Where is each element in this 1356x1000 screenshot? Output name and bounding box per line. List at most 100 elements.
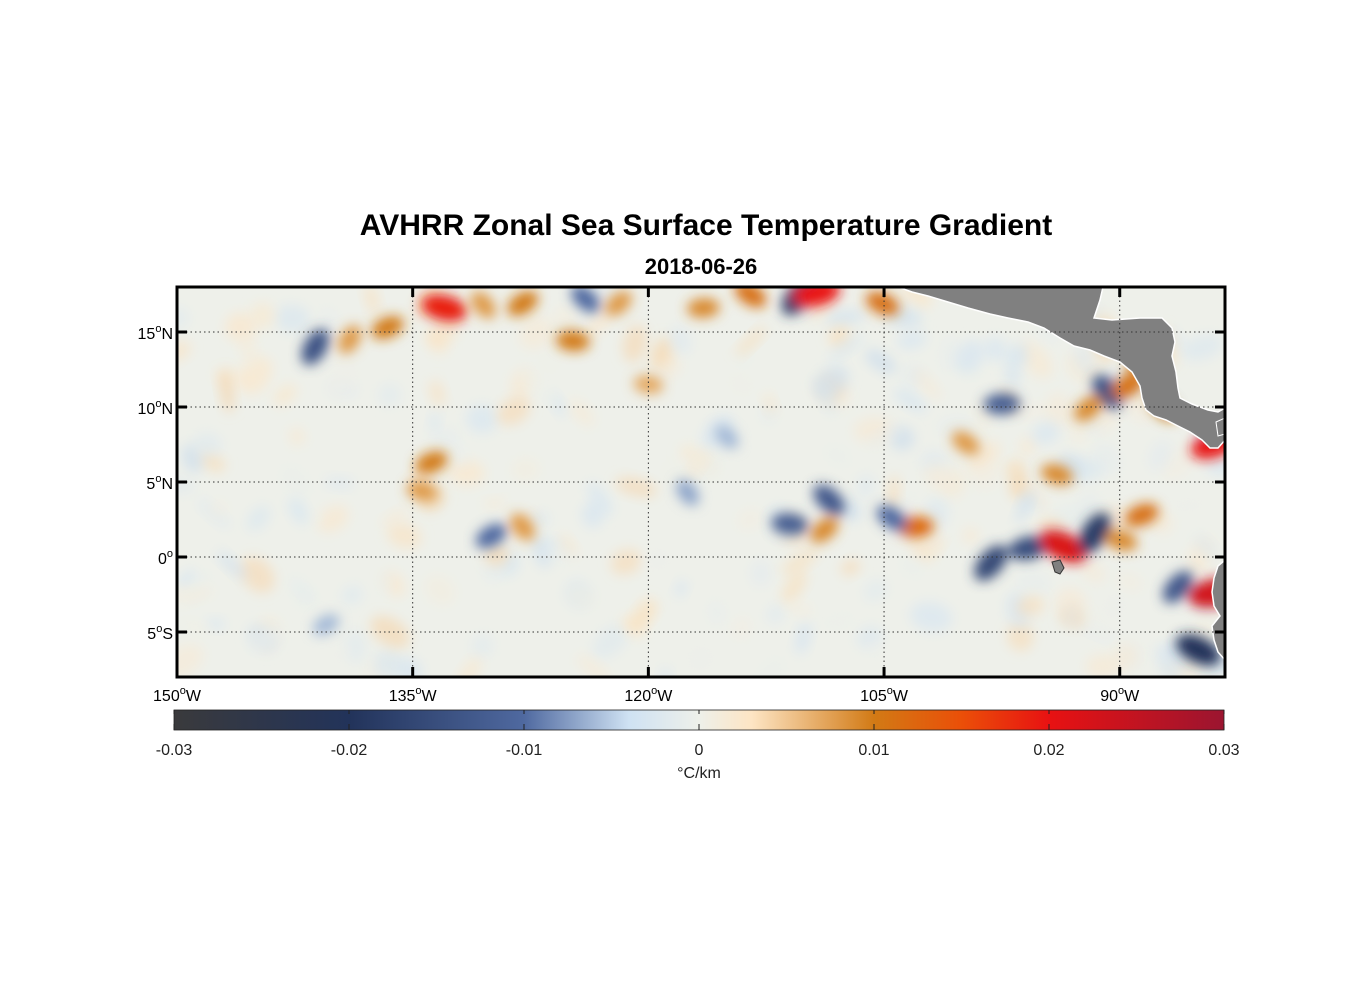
gradient-feature: [865, 291, 900, 316]
field-texture-blob: [326, 361, 359, 398]
gradient-feature: [415, 451, 448, 474]
field-texture-blob: [661, 455, 685, 489]
field-texture-blob: [863, 579, 888, 602]
field-texture-blob: [736, 508, 764, 531]
gradient-feature: [813, 484, 845, 516]
lon-tick-label: 150oW: [153, 685, 202, 705]
field-texture-blob: [380, 508, 410, 527]
field-texture-blob: [576, 654, 611, 677]
gradient-feature: [406, 481, 438, 501]
field-texture-blob: [749, 560, 772, 587]
gradient-feature: [313, 614, 340, 635]
field-texture-blob: [1073, 344, 1095, 376]
field-texture-blob: [1038, 517, 1065, 535]
field-texture-blob: [1015, 570, 1051, 595]
field-texture-blob: [629, 599, 658, 631]
field-texture-blob: [781, 569, 808, 604]
field-texture-blob: [1081, 604, 1114, 640]
field-texture-blob: [471, 633, 494, 658]
gradient-feature: [1078, 512, 1111, 554]
colorbar-tick-label: -0.03: [156, 742, 193, 759]
colorbar-tick-label: 0: [695, 742, 704, 759]
gradient-feature: [301, 328, 330, 366]
gradient-feature: [605, 291, 632, 316]
field-texture-blob: [592, 624, 629, 659]
field-texture-blob: [341, 585, 363, 605]
chart-subtitle: 2018-06-26: [645, 254, 758, 279]
field-texture-blob: [280, 465, 311, 498]
field-texture-blob: [1206, 455, 1225, 477]
field-texture-blob: [1004, 368, 1021, 386]
field-texture-blob: [217, 551, 248, 580]
field-texture-blob: [377, 383, 402, 407]
field-texture-blob: [766, 604, 785, 624]
gradient-feature: [810, 517, 839, 543]
colorbar-tick-label: -0.02: [331, 742, 368, 759]
field-texture-blob: [1018, 437, 1037, 456]
gradient-feature: [571, 287, 600, 313]
field-texture-blob: [1063, 604, 1080, 629]
gradient-feature: [1041, 464, 1073, 485]
lat-tick-label: 5oS: [147, 623, 173, 643]
gradient-feature: [510, 513, 535, 541]
field-texture-blob: [685, 449, 710, 481]
field-texture-blob: [732, 616, 751, 640]
field-texture-blob: [240, 556, 275, 593]
field-texture-blob: [364, 287, 380, 315]
field-texture-blob: [650, 336, 673, 369]
colorbar-tick-label: 0.03: [1208, 742, 1239, 759]
colorbar-tick-label: 0.02: [1033, 742, 1064, 759]
gradient-feature: [876, 505, 908, 531]
field-texture-blob: [429, 411, 441, 431]
field-texture-blob: [1181, 334, 1223, 361]
field-texture-blob: [386, 522, 422, 549]
field-texture-blob: [729, 372, 753, 396]
field-texture-blob: [828, 333, 864, 362]
field-texture-blob: [199, 451, 226, 473]
gradient-feature: [1074, 395, 1103, 422]
land-south-america: [1211, 559, 1225, 662]
land-central-america: [897, 287, 1225, 449]
field-texture-blob: [484, 543, 509, 566]
gradient-feature: [715, 425, 739, 449]
field-texture-blob: [707, 600, 726, 625]
field-texture-blob: [569, 399, 595, 427]
gradient-feature: [1008, 535, 1049, 561]
field-texture-blob: [1079, 560, 1106, 583]
field-texture-blob: [685, 644, 715, 673]
land-galapagos: [1051, 559, 1065, 575]
field-texture-blob: [910, 601, 953, 632]
field-texture-blob: [786, 600, 813, 617]
field-texture-blob: [565, 584, 596, 610]
field-texture-blob: [940, 334, 958, 372]
field-texture-blob: [813, 377, 837, 414]
field-texture-blob: [519, 316, 554, 349]
lon-tick-label: 90oW: [1100, 685, 1140, 705]
graticule: [176, 287, 1225, 677]
chart-title: AVHRR Zonal Sea Surface Temperature Grad…: [360, 209, 1052, 242]
field-texture-blob: [457, 657, 482, 677]
colorbar-tick-label: 0.01: [858, 742, 889, 759]
field-texture-blob: [900, 556, 923, 577]
field-texture-blob: [331, 643, 347, 669]
field-texture-blob: [345, 629, 367, 664]
field-texture-blob: [896, 330, 928, 350]
field-texture-blob: [324, 476, 355, 489]
colorbar-tick-label: -0.01: [506, 742, 543, 759]
field-texture-blob: [1194, 534, 1218, 558]
field-texture-blob: [824, 310, 865, 325]
field-texture-blob: [239, 332, 258, 366]
field-texture-blob: [1112, 642, 1140, 670]
gradient-feature: [1175, 634, 1221, 666]
field-texture-blob: [893, 388, 927, 413]
field-texture-blob: [219, 369, 235, 413]
field-texture-blob: [1005, 343, 1029, 371]
lat-tick-label: 15oN: [138, 323, 173, 343]
field-texture-blob: [273, 383, 297, 407]
gradient-feature: [1039, 530, 1087, 563]
field-texture-blob: [763, 393, 777, 415]
colorbar-unit-label: °C/km: [677, 765, 721, 782]
gradient-feature: [951, 431, 980, 455]
field-texture-blob: [181, 618, 212, 636]
